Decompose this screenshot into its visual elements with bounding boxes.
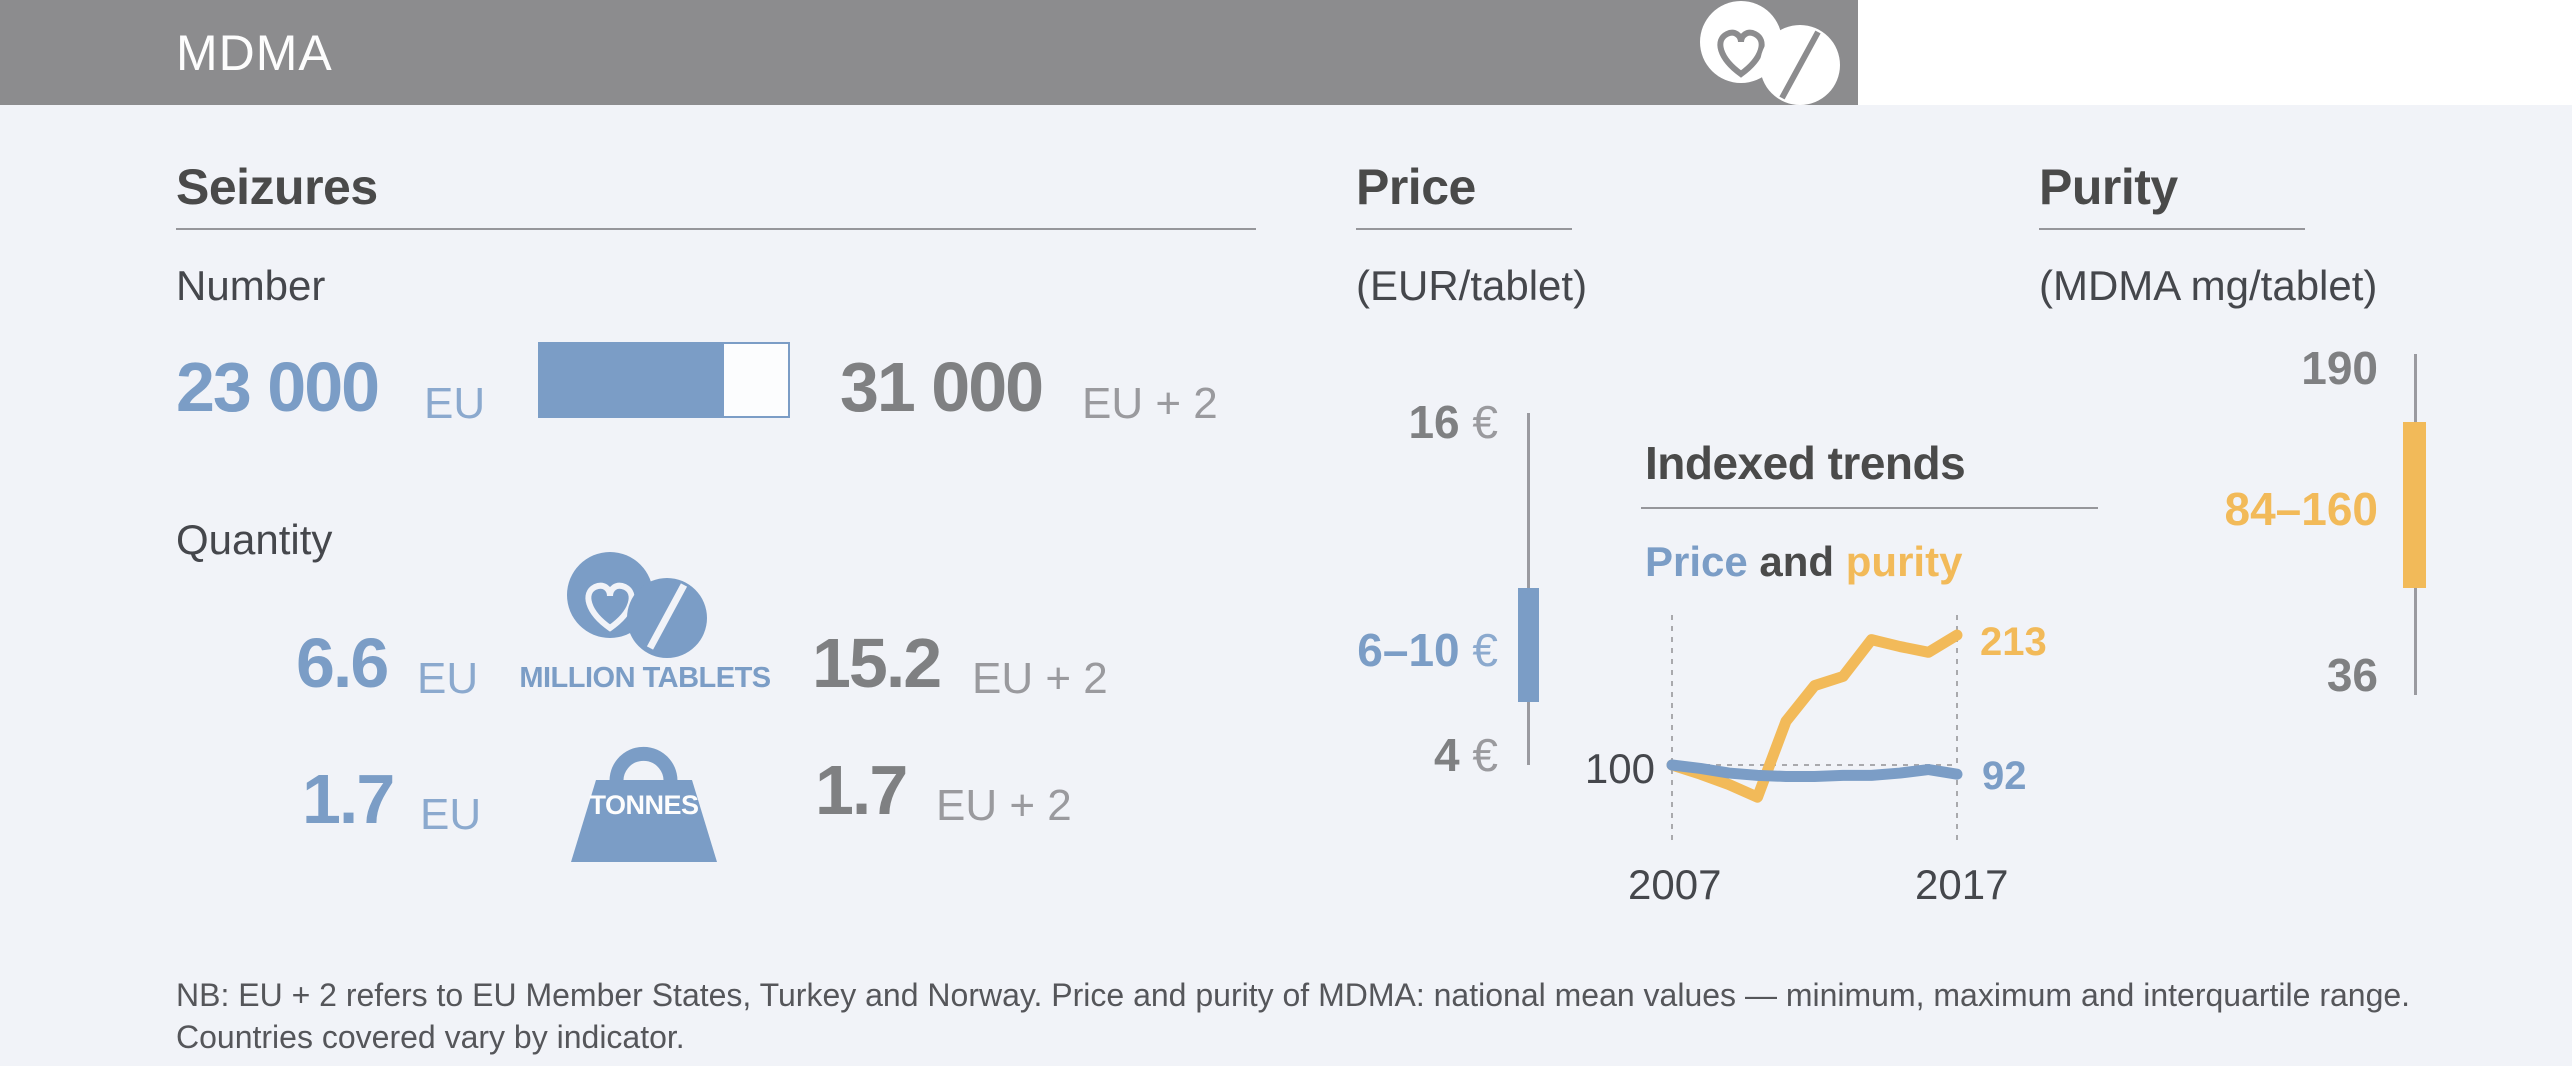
quantity-label: Quantity [176, 516, 333, 563]
page-title: MDMA [176, 25, 333, 81]
seizures-heading: Seizures [176, 159, 378, 215]
number-eu2-unit: EU + 2 [1082, 379, 1218, 428]
price-rule [1356, 228, 1572, 230]
number-ratio-bar [538, 342, 790, 418]
euro-sign [1460, 624, 1473, 676]
tablets-eu2-unit: EU + 2 [972, 654, 1108, 703]
price-max-label: 16 € [1298, 399, 1498, 445]
tablets-eu-value: 6.6 [296, 624, 389, 702]
seizures-rule [176, 228, 1256, 230]
mdma-pills-icon [1700, 1, 1840, 105]
footnote-line-2: Countries covered vary by indicator. [176, 1019, 685, 1055]
legend-and: and [1747, 538, 1846, 585]
tonnes-bag-icon [571, 746, 717, 862]
legend-price: Price [1645, 538, 1748, 585]
price-end-value: 92 [1982, 754, 2027, 798]
price-min-label: 4 € [1298, 732, 1498, 778]
tonnes-eu-unit: EU [420, 790, 482, 839]
purity-max-label: 190 [2301, 342, 2378, 394]
pill-score-line-icon [1779, 30, 1821, 100]
price-max-value: 16 [1408, 396, 1460, 448]
price-subtitle: (EUR/tablet) [1356, 262, 1588, 309]
euro-sign [1460, 396, 1473, 448]
tonnes-eu2-value: 1.7 [815, 751, 908, 829]
euro-sign [1460, 729, 1473, 781]
footnote: NB: EU + 2 refers to EU Member States, T… [176, 974, 2476, 1058]
price-iqr-label: 6–10 € [1298, 627, 1498, 673]
tablets-pills-icon [567, 552, 707, 658]
number-eu-value: 23 000 [176, 348, 380, 426]
content-background [0, 105, 2572, 1066]
tonnes-label: TONNES [589, 790, 699, 820]
purity-iqr-label: 84–160 [2224, 483, 2379, 535]
price-trend-line [1666, 759, 1963, 782]
heart-icon [1717, 29, 1765, 78]
number-label: Number [176, 262, 326, 309]
legend-purity: purity [1845, 538, 1963, 585]
purity-trend-line [1666, 629, 1963, 803]
purity-min-label: 36 [2326, 649, 2378, 701]
purity-iqr-bar [2403, 422, 2426, 588]
price-max-currency: € [1472, 396, 1498, 448]
purity-end-value: 213 [1980, 620, 2047, 664]
price-iqr-bar [1518, 588, 1539, 702]
price-heading: Price [1356, 159, 1476, 215]
header-bar [0, 0, 1858, 105]
number-eu-unit: EU [424, 379, 486, 428]
tonnes-eu2-unit: EU + 2 [936, 781, 1072, 830]
tablets-eu-unit: EU [417, 654, 479, 703]
purity-heading: Purity [2039, 159, 2178, 215]
purity-subtitle: (MDMA mg/tablet) [2039, 262, 2378, 309]
tablets-eu2-value: 15.2 [812, 624, 942, 702]
x-tick-2007: 2007 [1628, 861, 1722, 908]
pill-score-line-icon [646, 583, 688, 650]
tonnes-eu-value: 1.7 [302, 760, 395, 838]
price-iqr-value: 6–10 [1357, 624, 1460, 676]
x-tick-2017: 2017 [1915, 861, 2009, 908]
footnote-line-1: NB: EU + 2 refers to EU Member States, T… [176, 977, 2411, 1013]
number-eu2-value: 31 000 [840, 348, 1044, 426]
indexed-trends-rule [1641, 507, 2098, 509]
indexed-trends-chart [1666, 615, 1963, 845]
million-tablets-label: MILLION TABLETS [519, 662, 771, 694]
price-iqr-currency: € [1472, 624, 1498, 676]
indexed-trends-legend: Price and purity [1645, 538, 1962, 586]
purity-rule [2039, 228, 2305, 230]
price-min-currency: € [1472, 729, 1498, 781]
number-ratio-bar-fill [540, 344, 725, 416]
indexed-trends-heading: Indexed trends [1645, 437, 1966, 489]
price-min-value: 4 [1434, 729, 1460, 781]
baseline-100-label: 100 [1584, 745, 1655, 792]
heart-icon [585, 582, 635, 632]
